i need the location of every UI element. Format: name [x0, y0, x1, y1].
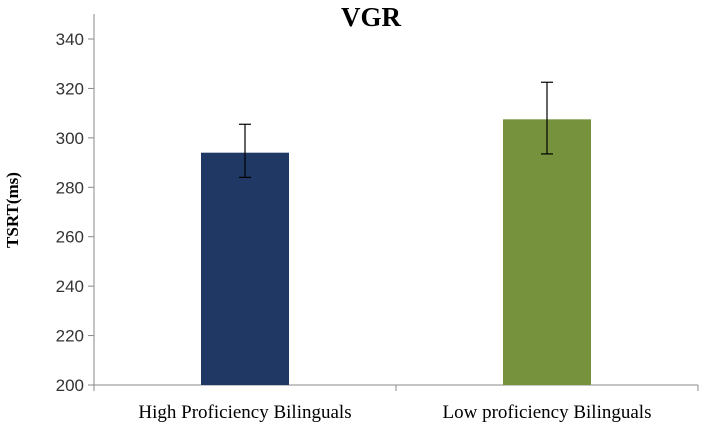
y-tick-label: 280 [56, 178, 84, 197]
bar [503, 119, 591, 386]
y-tick-label: 300 [56, 129, 84, 148]
y-tick-label: 340 [56, 30, 84, 49]
bars-group [201, 119, 591, 386]
y-tick-label: 240 [56, 277, 84, 296]
x-axis-ticks [93, 385, 699, 391]
y-tick-label: 220 [56, 327, 84, 346]
chart-title: VGR [341, 2, 402, 32]
bar [201, 152, 289, 385]
x-tick-labels: High Proficiency Bilinguals Low proficien… [138, 402, 651, 423]
y-tick-label: 260 [56, 228, 84, 247]
y-axis-ticks: 200 220 240 260 280 300 320 340 [56, 30, 94, 395]
x-tick-label: Low proficiency Bilinguals [443, 402, 652, 423]
x-tick-label: High Proficiency Bilinguals [138, 402, 351, 423]
y-tick-label: 320 [56, 79, 84, 98]
y-axis-label: TSRT(ms) [3, 172, 22, 248]
error-bars-group [239, 81, 553, 178]
y-tick-label: 200 [56, 376, 84, 395]
